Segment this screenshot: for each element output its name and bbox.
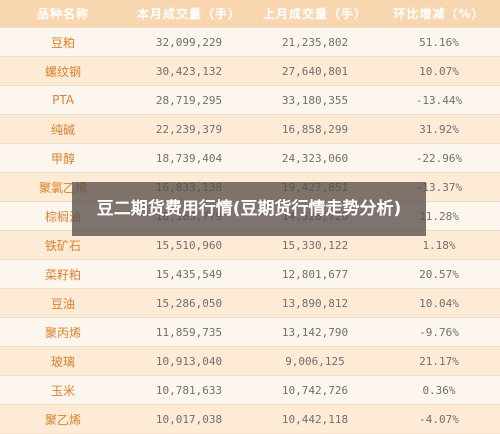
this-month-volume-cell: 10,781,633 (155, 383, 223, 397)
last-month-volume-cell: 16,858,299 (281, 122, 349, 136)
table-row: 甲醇 18,739,404 24,323,060 -22.96% (0, 144, 500, 173)
product-name-cell: 铁矿石 (44, 238, 81, 253)
mom-change-cell: 11.28% (419, 209, 459, 223)
product-name-cell: 聚丙烯 (44, 325, 81, 340)
last-month-volume-cell: 15,330,122 (281, 238, 349, 252)
last-month-volume-cell: 12,801,677 (281, 267, 349, 281)
this-month-volume-cell: 30,423,132 (155, 64, 223, 78)
last-month-volume-cell: 10,442,118 (281, 412, 349, 426)
mom-change-cell: -22.96% (415, 151, 463, 165)
header-mom-change: 环比增减（%） (393, 7, 485, 21)
this-month-volume-cell: 10,017,038 (155, 412, 223, 426)
product-name-cell: 玉米 (50, 383, 75, 398)
table-row: 纯碱 22,239,379 16,858,299 31.92% (0, 115, 500, 144)
last-month-volume-cell: 27,640,801 (281, 64, 349, 78)
this-month-volume-cell: 15,435,549 (155, 267, 223, 281)
product-name-cell: 棕榈油 (44, 209, 81, 224)
product-name-cell: 纯碱 (50, 122, 75, 137)
header-product-name: 品种名称 (36, 7, 89, 21)
table-row: 菜籽粕 15,435,549 12,801,677 20.57% (0, 260, 500, 289)
mom-change-cell: 21.17% (419, 354, 459, 368)
header-this-month-volume: 本月成交量（手） (136, 7, 241, 21)
table-header-row: 品种名称 本月成交量（手） 上月成交量（手） 环比增减（%） (0, 0, 500, 28)
mom-change-cell: -9.76% (419, 325, 459, 339)
table-row: 聚乙烯 10,017,038 10,442,118 -4.07% (0, 405, 500, 434)
mom-change-cell: 31.92% (419, 122, 459, 136)
table-row: 玉米 10,781,633 10,742,726 0.36% (0, 376, 500, 405)
mom-change-cell: -13.37% (415, 180, 463, 194)
mom-change-cell: -13.44% (415, 93, 463, 107)
product-name-cell: 菜籽粕 (44, 267, 81, 282)
header-last-month-volume: 上月成交量（手） (262, 7, 367, 21)
this-month-volume-cell: 15,286,050 (155, 296, 223, 310)
product-name-cell: 甲醇 (50, 151, 75, 166)
this-month-volume-cell: 32,099,229 (155, 35, 223, 49)
product-name-cell: 豆油 (50, 296, 75, 311)
last-month-volume-cell: 13,890,812 (281, 296, 349, 310)
table-row: PTA 28,719,295 33,180,355 -13.44% (0, 86, 500, 115)
last-month-volume-cell: 9,006,125 (285, 354, 345, 368)
last-month-volume-cell: 13,142,790 (281, 325, 349, 339)
product-name-cell: 聚乙烯 (44, 412, 81, 427)
table-row: 聚丙烯 11,859,735 13,142,790 -9.76% (0, 318, 500, 347)
table-body: 豆粕 32,099,229 21,235,802 51.16% 螺纹钢 30,423,13… (0, 28, 500, 434)
product-name-cell: 豆粕 (50, 35, 75, 50)
last-month-volume-cell: 21,235,802 (281, 35, 349, 49)
table-row: 豆粕 32,099,229 21,235,802 51.16% (0, 28, 500, 57)
product-name-cell: PTA (52, 93, 74, 107)
this-month-volume-cell: 18,739,404 (155, 151, 223, 165)
last-month-volume-cell: 33,180,355 (281, 93, 349, 107)
table-row: 豆油 15,286,050 13,890,812 10.04% (0, 289, 500, 318)
product-name-cell: 螺纹钢 (44, 64, 81, 79)
last-month-volume-cell: 10,742,726 (281, 383, 349, 397)
mom-change-cell: 10.04% (419, 296, 459, 310)
table-row: 螺纹钢 30,423,132 27,640,801 10.07% (0, 57, 500, 86)
article-title-overlay[interactable]: 豆二期货费用行情(豆期货行情走势分析) (72, 182, 426, 236)
mom-change-cell: 0.36% (422, 383, 456, 397)
this-month-volume-cell: 10,913,040 (155, 354, 223, 368)
mom-change-cell: 20.57% (419, 267, 459, 281)
last-month-volume-cell: 24,323,060 (281, 151, 349, 165)
product-name-cell: 玻璃 (50, 354, 75, 369)
mom-change-cell: 10.07% (419, 64, 459, 78)
mom-change-cell: 1.18% (422, 238, 456, 252)
this-month-volume-cell: 28,719,295 (155, 93, 223, 107)
this-month-volume-cell: 22,239,379 (155, 122, 223, 136)
mom-change-cell: -4.07% (419, 412, 459, 426)
mom-change-cell: 51.16% (419, 35, 459, 49)
this-month-volume-cell: 15,510,960 (155, 238, 223, 252)
this-month-volume-cell: 11,859,735 (155, 325, 223, 339)
table-row: 玻璃 10,913,040 9,006,125 21.17% (0, 347, 500, 376)
